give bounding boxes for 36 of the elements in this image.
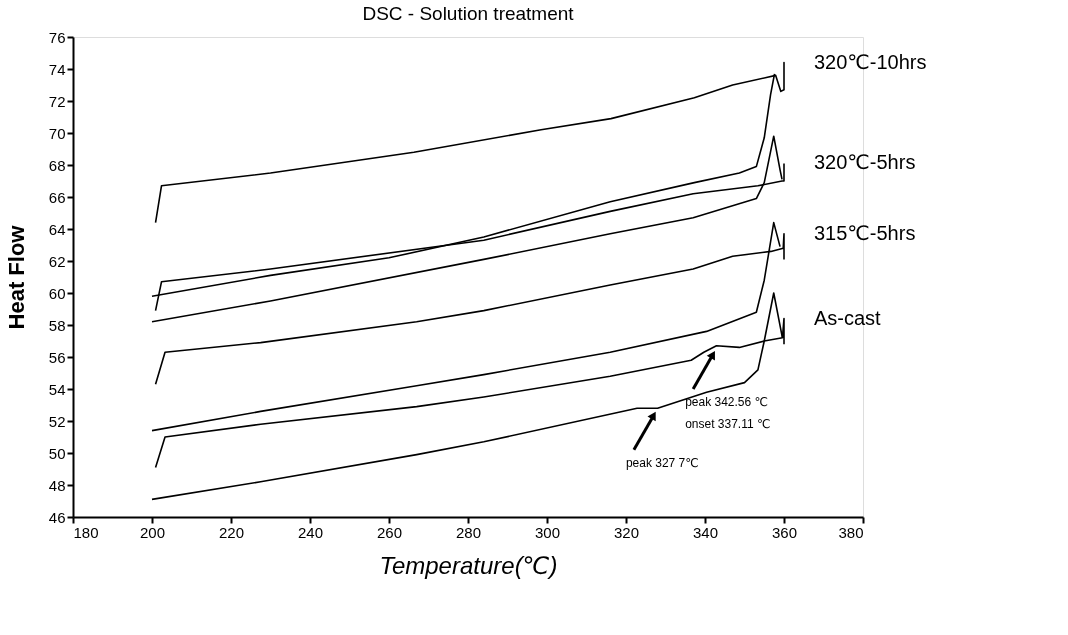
x-tick-label: 220	[218, 523, 245, 541]
x-tick-label: 240	[297, 523, 324, 541]
y-tick-label: 52	[48, 412, 66, 430]
y-tick-label: 68	[48, 156, 66, 174]
y-tick-label: 72	[48, 92, 66, 110]
y-tick-label: 54	[48, 380, 66, 398]
y-axis-title: Heat Flow	[3, 224, 29, 330]
y-tick-label: 46	[48, 508, 66, 526]
y-tick-label: 60	[48, 284, 66, 302]
y-tick-label: 50	[48, 444, 66, 462]
x-tick-label: 180	[73, 523, 99, 541]
series-label: 320℃-10hrs	[814, 50, 927, 73]
x-tick-label: 300	[534, 523, 561, 541]
y-tick-label: 62	[48, 252, 66, 270]
x-tick-label: 260	[376, 523, 403, 541]
y-tick-label: 74	[48, 60, 66, 78]
x-tick-label: 340	[692, 523, 719, 541]
x-axis-title: Temperature(℃)	[379, 551, 558, 579]
annotation: peak 342.56 ℃ onset 337.11 ℃	[685, 395, 771, 431]
x-tick-label: 200	[139, 523, 166, 541]
y-tick-label: 48	[48, 476, 66, 494]
x-tick-label: 280	[455, 523, 482, 541]
series-label: 315℃-5hrs	[814, 221, 916, 244]
x-tick-label: 360	[771, 523, 798, 541]
series-label: 320℃-5hrs	[814, 151, 916, 174]
chart-title: DSC - Solution treatment	[362, 3, 575, 24]
annotation: peak 327 7℃	[625, 455, 699, 470]
y-tick-label: 76	[48, 28, 66, 46]
y-tick-label: 56	[48, 348, 66, 366]
y-tick-label: 70	[48, 124, 66, 142]
x-tick-label: 380	[838, 523, 864, 541]
series-label: As-cast	[814, 306, 882, 329]
x-tick-label: 320	[613, 523, 640, 541]
y-tick-label: 64	[48, 220, 66, 238]
y-tick-label: 66	[48, 188, 66, 206]
y-tick-label: 58	[48, 316, 66, 334]
